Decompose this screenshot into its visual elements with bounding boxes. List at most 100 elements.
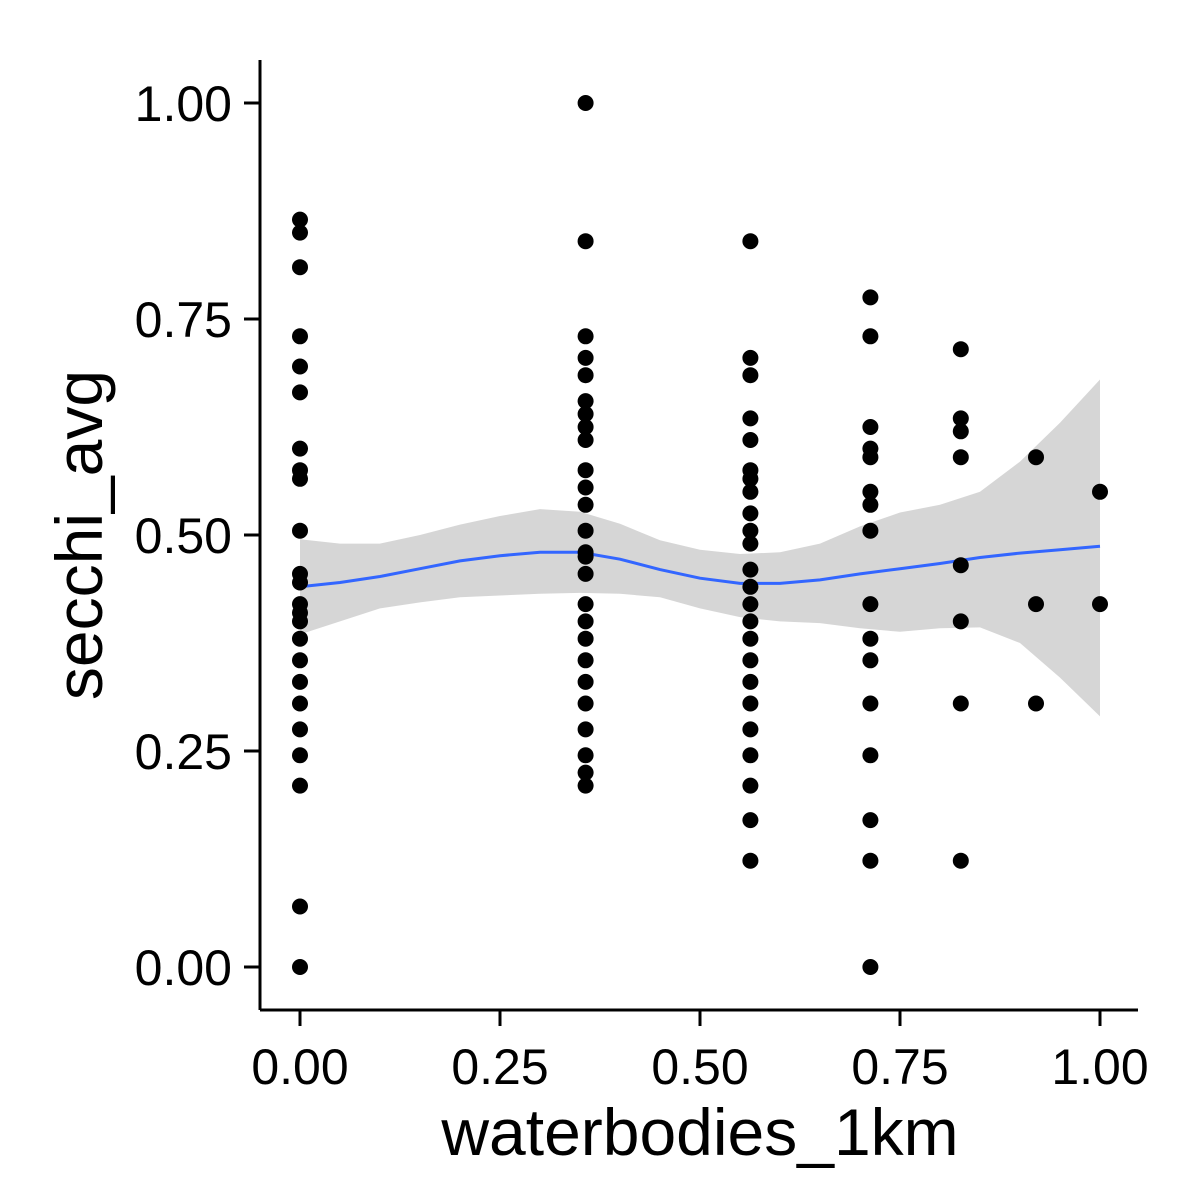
data-point <box>862 328 879 345</box>
data-point <box>292 224 308 241</box>
data-point <box>862 522 879 539</box>
data-point <box>292 522 308 539</box>
x-tick-label: 0.50 <box>651 1039 748 1095</box>
data-point <box>742 470 759 487</box>
data-point <box>1092 483 1108 500</box>
data-point <box>577 419 594 435</box>
data-point <box>292 259 308 276</box>
data-point <box>742 561 759 578</box>
data-point <box>742 812 759 829</box>
data-point <box>952 852 969 869</box>
data-point <box>577 747 594 764</box>
data-point <box>577 367 594 384</box>
data-point <box>292 328 308 345</box>
data-point <box>742 432 759 448</box>
data-point <box>577 565 594 582</box>
data-point <box>292 470 308 487</box>
data-point <box>292 747 308 764</box>
data-point <box>1028 695 1044 712</box>
x-tick-label: 0.25 <box>451 1039 548 1095</box>
data-point <box>577 496 594 513</box>
data-point <box>952 423 969 440</box>
data-point <box>862 959 879 975</box>
x-axis-title: waterbodies_1km <box>440 1095 958 1169</box>
data-point <box>742 630 759 647</box>
x-ticks-layer: 0.00 0.25 0.50 0.75 1.00 <box>251 1010 1149 1095</box>
data-point <box>1092 596 1108 613</box>
data-point <box>292 695 308 712</box>
data-point <box>742 747 759 764</box>
x-tick-label: 0.75 <box>851 1039 948 1095</box>
points-layer <box>292 95 1108 975</box>
smooth-line <box>299 544 1101 589</box>
y-tick-label: 0.25 <box>135 724 232 780</box>
data-point <box>952 341 969 358</box>
data-point <box>292 721 308 738</box>
data-point <box>577 596 594 613</box>
data-point <box>577 548 594 565</box>
data-point <box>862 419 879 435</box>
data-point <box>862 289 879 306</box>
data-point <box>742 652 759 669</box>
data-point <box>577 233 594 250</box>
data-point <box>577 95 594 111</box>
data-point <box>742 578 759 595</box>
data-point <box>742 852 759 869</box>
data-point <box>577 462 594 479</box>
data-point <box>862 695 879 712</box>
data-point <box>742 695 759 712</box>
data-point <box>862 747 879 764</box>
data-point <box>292 959 308 975</box>
data-point <box>862 596 879 613</box>
data-point <box>742 673 759 690</box>
data-point <box>952 613 969 630</box>
data-point <box>742 777 759 794</box>
y-tick-label: 0.50 <box>135 508 232 564</box>
data-point <box>577 328 594 345</box>
data-point <box>292 652 308 669</box>
data-point <box>292 777 308 794</box>
data-point <box>862 483 879 500</box>
data-point <box>292 440 308 457</box>
data-point <box>577 652 594 669</box>
data-point <box>292 211 308 228</box>
data-point <box>577 406 594 422</box>
x-tick-label: 0.00 <box>251 1039 348 1095</box>
data-point <box>1028 596 1044 613</box>
data-point <box>292 613 308 630</box>
data-point <box>742 410 759 427</box>
y-ticks-layer: 0.00 0.25 0.50 0.75 1.00 <box>135 76 260 996</box>
data-point <box>862 496 879 513</box>
data-point <box>292 574 308 591</box>
data-point <box>577 479 594 496</box>
data-point <box>292 384 308 401</box>
confidence-band <box>300 379 1100 717</box>
data-point <box>862 852 879 869</box>
data-point <box>952 557 969 574</box>
x-tick-label: 1.00 <box>1051 1039 1148 1095</box>
data-point <box>952 695 969 712</box>
data-point <box>862 652 879 669</box>
data-point <box>952 410 969 427</box>
data-point <box>577 777 594 794</box>
y-axis-title: secchi_avg <box>42 370 116 700</box>
data-point <box>577 613 594 630</box>
data-point <box>742 522 759 539</box>
data-point <box>742 613 759 630</box>
data-point <box>577 721 594 738</box>
data-point <box>742 367 759 384</box>
data-point <box>952 449 969 466</box>
data-point <box>862 630 879 647</box>
data-point <box>292 358 308 375</box>
data-point <box>292 630 308 647</box>
data-point <box>577 764 594 781</box>
data-point <box>742 535 759 552</box>
data-point <box>1028 449 1044 466</box>
data-point <box>577 393 594 410</box>
smooth-line-layer <box>299 544 1101 589</box>
data-point <box>577 673 594 690</box>
data-point <box>742 233 759 250</box>
data-point <box>742 721 759 738</box>
data-point <box>742 505 759 522</box>
